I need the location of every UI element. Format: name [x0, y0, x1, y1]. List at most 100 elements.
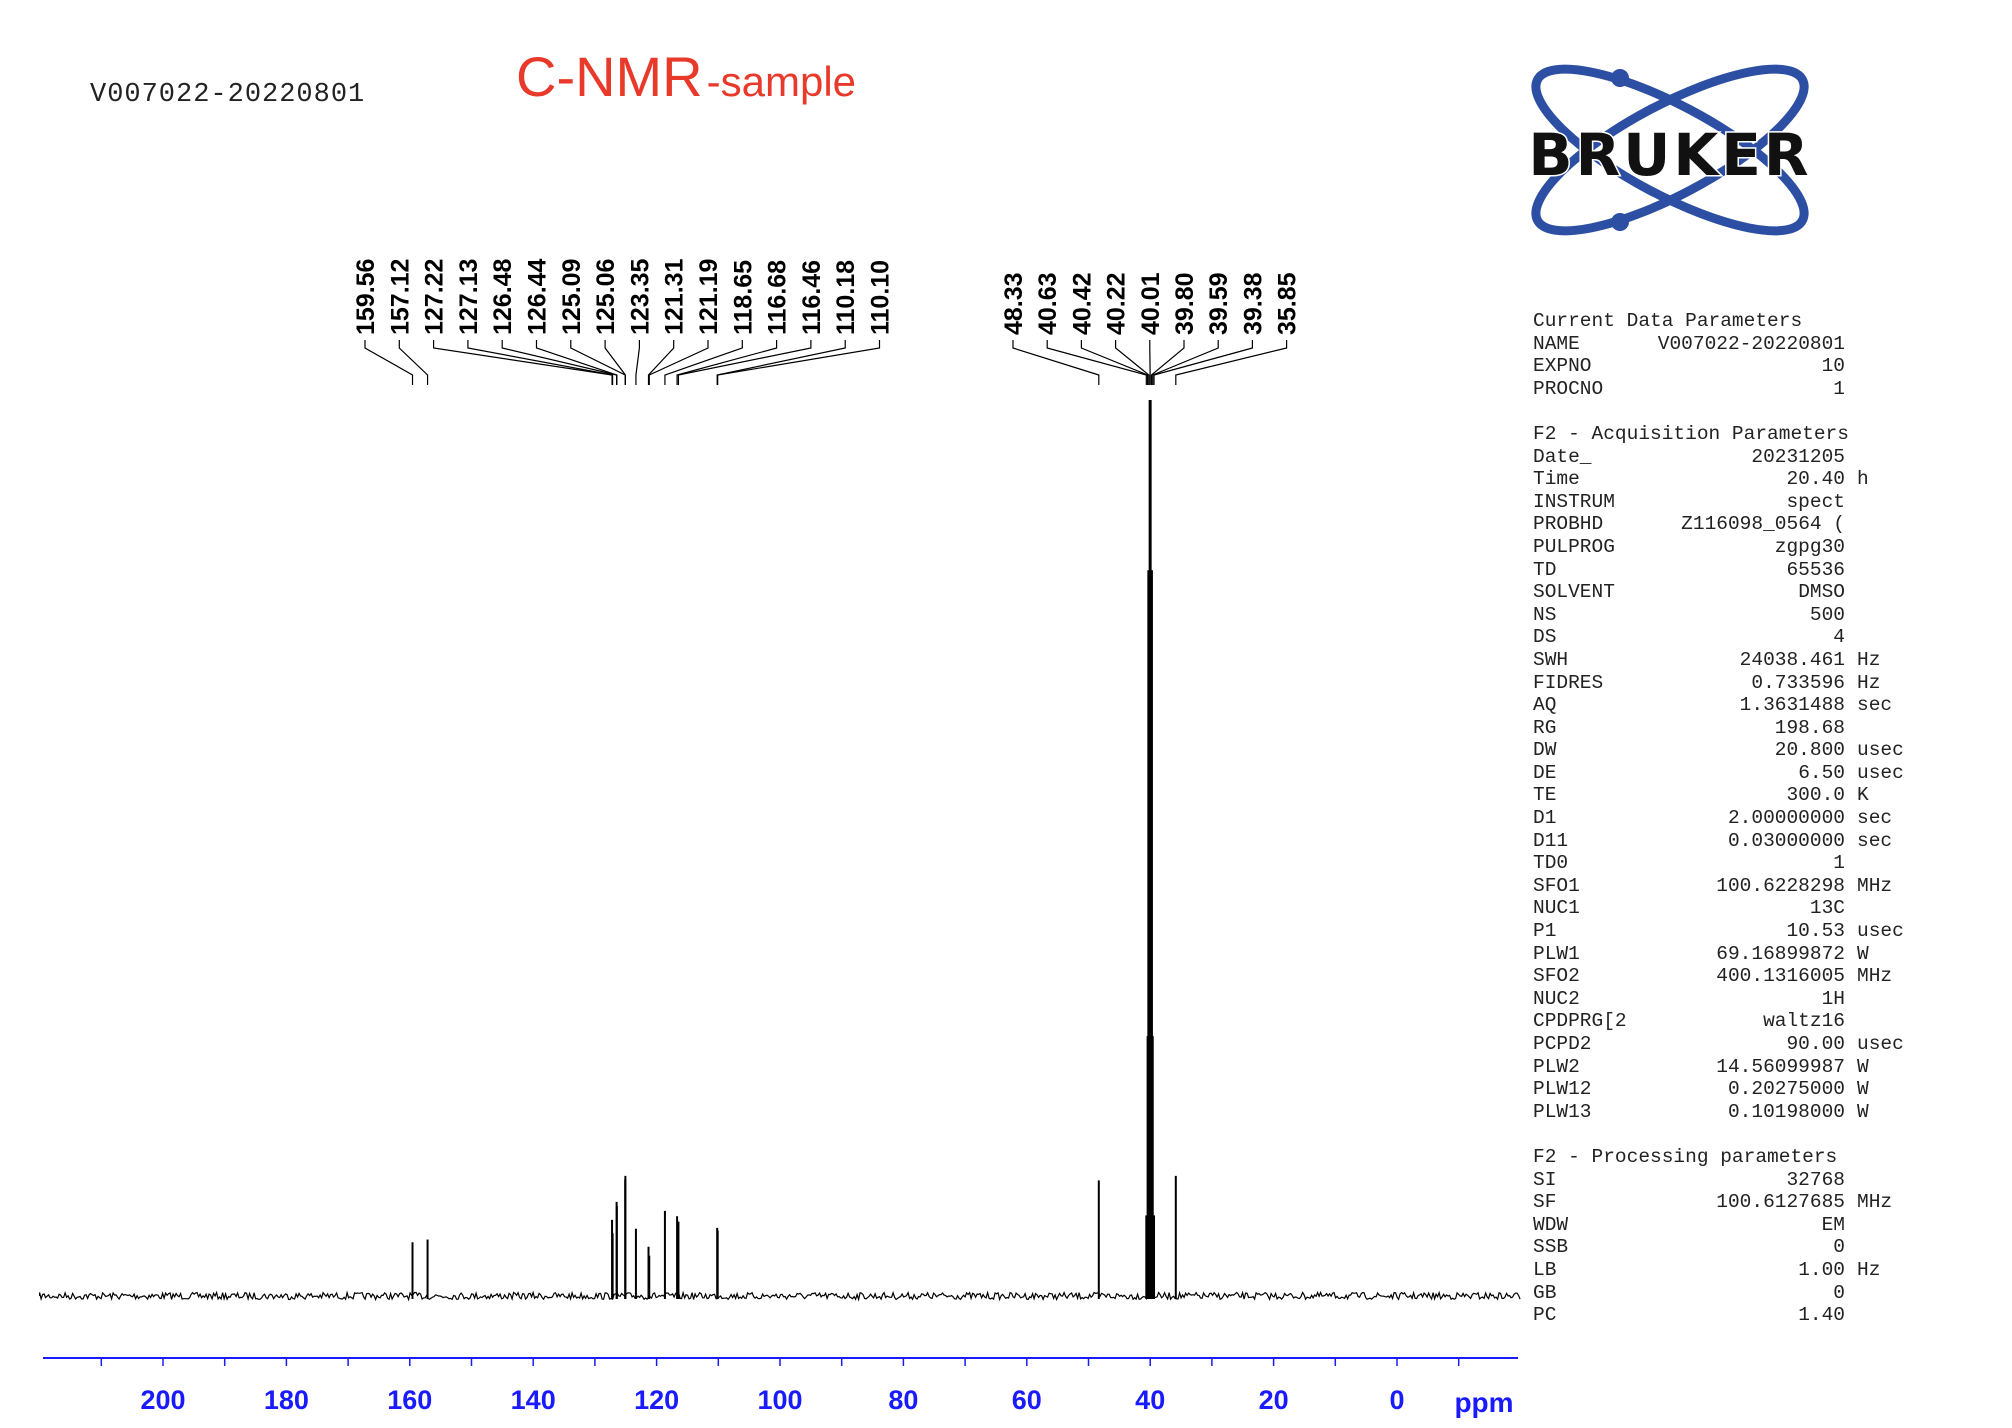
parameters-panel: Current Data Parameters NAME V007022-20220… [1533, 310, 1904, 1327]
peak-label: 110.18 [832, 260, 860, 335]
parameter-key: LB [1533, 1258, 1557, 1281]
parameter-value: 100.6228298 [1716, 874, 1845, 897]
x-tick-label: 180 [264, 1385, 309, 1415]
peak-label: 127.13 [455, 259, 483, 335]
parameter-row: SOLVENT DMSO [1533, 581, 1904, 604]
x-tick-label: 100 [757, 1385, 802, 1415]
peak-label: 39.80 [1171, 272, 1199, 335]
peak-label: 123.35 [626, 258, 654, 335]
parameter-key: PC [1533, 1304, 1557, 1327]
parameter-value: 20231205 [1751, 445, 1845, 468]
peak-label: 121.19 [695, 259, 723, 335]
parameter-row: INSTRUM spect [1533, 491, 1904, 514]
parameter-unit: Hz [1857, 648, 1881, 671]
peak-leader-line [677, 340, 812, 385]
peak-leader-line [717, 340, 881, 385]
parameter-row: SF 100.6127685 MHz [1533, 1191, 1904, 1214]
peak-label: 126.44 [524, 258, 552, 335]
parameter-value: 1.3631488 [1739, 694, 1845, 717]
parameter-value: 400.1316005 [1716, 965, 1845, 988]
parameter-value: 10.53 [1786, 920, 1845, 943]
x-tick-label: 0 [1389, 1385, 1404, 1415]
parameter-row: PLW13 0.10198000 W [1533, 1101, 1904, 1124]
peak-label: 121.31 [661, 258, 689, 335]
spectrum-title: C-NMR-sample [516, 44, 856, 109]
parameter-row: PLW12 0.20275000 W [1533, 1078, 1904, 1101]
parameter-key: CPDPRG[2 [1533, 1010, 1627, 1033]
parameter-unit: usec [1857, 739, 1904, 762]
parameter-unit: Hz [1857, 1258, 1881, 1281]
spectrum-baseline [39, 1290, 1521, 1302]
parameter-value: 32768 [1786, 1168, 1845, 1191]
peak-leader-line [398, 340, 429, 385]
parameter-value: 500 [1809, 603, 1845, 626]
parameter-unit: h [1857, 468, 1869, 491]
peak-label: 126.48 [489, 258, 517, 335]
parameter-row: PULPROG zgpg30 [1533, 536, 1904, 559]
parameter-value: 198.68 [1774, 716, 1845, 739]
parameter-key: GB [1533, 1281, 1557, 1304]
parameter-row: PLW2 14.56099987 W [1533, 1056, 1904, 1079]
peak-label: 127.22 [421, 259, 449, 335]
parameter-key: TE [1533, 784, 1557, 807]
peak-label: 40.63 [1034, 272, 1062, 335]
parameter-key: Time [1533, 468, 1580, 491]
parameter-row: CPDPRG[2 waltz16 [1533, 1010, 1904, 1033]
parameter-value: EM [1821, 1213, 1845, 1236]
parameter-value: 14.56099987 [1716, 1055, 1845, 1078]
parameter-row: TD 65536 [1533, 559, 1904, 582]
parameter-section-title: F2 - Acquisition Parameters [1533, 422, 1849, 445]
peak-label: 125.06 [592, 259, 620, 335]
sample-id: V007022-20220801 [90, 80, 366, 110]
parameter-row: NUC1 13C [1533, 897, 1904, 920]
parameter-key: PROBHD [1533, 513, 1604, 536]
parameter-row: PROCNO 1 [1533, 378, 1904, 401]
parameter-value: 1.40 [1798, 1304, 1845, 1327]
parameter-unit: W [1857, 1078, 1869, 1101]
parameter-value: 1.00 [1798, 1258, 1845, 1281]
parameter-value: DMSO [1798, 581, 1845, 604]
parameter-value: 0.20275000 [1727, 1078, 1845, 1101]
x-tick-label: 160 [387, 1385, 432, 1415]
parameter-key: SWH [1533, 648, 1569, 671]
parameter-value: 10 [1821, 355, 1845, 378]
parameter-row: TE 300.0 K [1533, 784, 1904, 807]
parameter-value: 24038.461 [1739, 648, 1845, 671]
peak-leader-line [1152, 340, 1219, 385]
parameter-row: SFO2 400.1316005 MHz [1533, 965, 1904, 988]
parameter-key: WDW [1533, 1213, 1569, 1236]
parameter-key: SFO2 [1533, 965, 1580, 988]
peak-leader-line [1150, 340, 1185, 385]
peak-leader-line [535, 340, 618, 385]
parameter-unit: sec [1857, 829, 1893, 852]
parameter-key: PLW13 [1533, 1100, 1592, 1123]
parameter-row: Time 20.40 h [1533, 468, 1904, 491]
parameter-unit: sec [1857, 694, 1893, 717]
parameter-value: 6.50 [1798, 761, 1845, 784]
x-tick-label: 60 [1012, 1385, 1042, 1415]
parameter-key: DE [1533, 761, 1557, 784]
parameter-value: 69.16899872 [1716, 942, 1845, 965]
peak-label: 40.22 [1103, 272, 1131, 335]
parameter-unit: usec [1857, 1033, 1904, 1055]
parameter-row: FIDRES 0.733596 Hz [1533, 672, 1904, 695]
peak-leader-line [1012, 340, 1100, 385]
parameter-row: P1 10.53 usec [1533, 920, 1904, 943]
peak-label: 110.10 [867, 260, 895, 335]
x-tick-label: 20 [1259, 1385, 1289, 1415]
parameter-row: AQ 1.3631488 sec [1533, 694, 1904, 717]
parameter-row: PCPD2 90.00 usec [1533, 1033, 1904, 1056]
parameter-row: SSB 0 [1533, 1236, 1904, 1259]
parameter-key: RG [1533, 716, 1557, 739]
parameter-key: TD0 [1533, 852, 1569, 875]
peak-leader-line [1080, 340, 1149, 385]
parameter-key: PCPD2 [1533, 1033, 1592, 1055]
parameter-value: 20.40 [1786, 468, 1845, 491]
parameter-key: Date_ [1533, 445, 1592, 468]
parameter-value: 65536 [1786, 558, 1845, 581]
parameter-key: NS [1533, 603, 1557, 626]
parameter-unit: usec [1857, 920, 1904, 943]
peak-label: 35.85 [1274, 272, 1302, 335]
peak-label: 125.09 [558, 259, 586, 335]
parameter-row: D11 0.03000000 sec [1533, 830, 1904, 853]
